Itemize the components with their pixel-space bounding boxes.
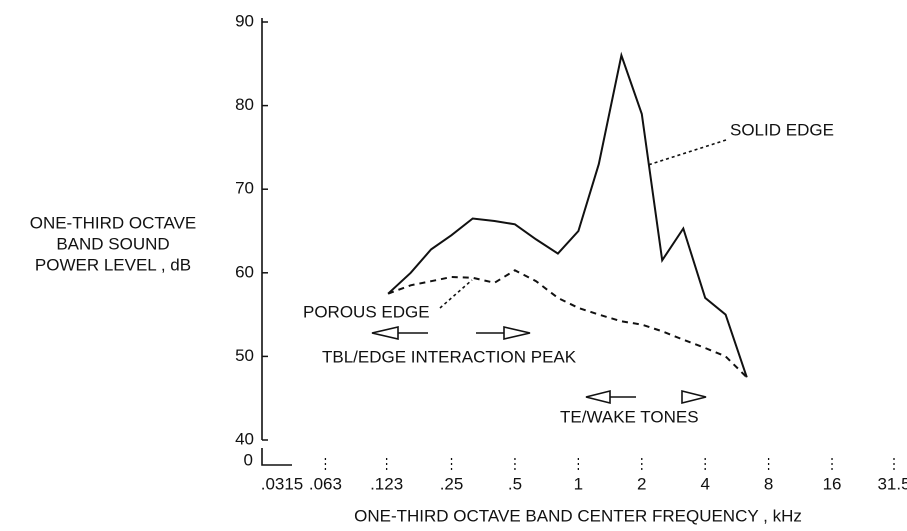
arrow-left [585,389,636,405]
y-zero-label: 0 [244,450,253,469]
arrow-left [371,325,428,341]
x-tick-label: 16 [823,474,842,493]
y-tick-label: 40 [235,429,254,448]
series-label: POROUS EDGE [303,302,430,321]
x-tick-label: .25 [440,474,464,493]
y-tick-label: 80 [235,95,254,114]
x-tick-label: 2 [637,474,646,493]
leader-line [439,279,473,309]
arrow-right [476,325,531,341]
y-tick-label: 60 [235,262,254,281]
axis-break [261,448,292,466]
x-tick-label: 8 [764,474,773,493]
y-tick-label: 50 [235,346,254,365]
y-tick-label: 90 [235,11,254,30]
annotation: TBL/EDGE INTERACTION PEAK [322,347,577,366]
leader-line [647,139,727,166]
y-axis-label: BAND SOUND [56,234,169,253]
y-axis-label: ONE-THIRD OCTAVE [30,213,197,232]
arrow-right [681,389,707,405]
annotation: TE/WAKE TONES [560,407,699,426]
y-tick-label: 70 [235,179,254,198]
x-tick-label: 1 [574,474,583,493]
x-tick-label: .123 [370,474,403,493]
x-tick-label: 4 [700,474,709,493]
x-tick-label: .063 [309,474,342,493]
series-label: SOLID EDGE [730,120,834,139]
x-tick-label: .0315 [261,474,304,493]
y-axis-label: POWER LEVEL , dB [35,255,191,274]
x-axis-label: ONE-THIRD OCTAVE BAND CENTER FREQUENCY ,… [354,506,802,525]
x-tick-label: .5 [508,474,522,493]
series-line [387,269,748,379]
series-line [387,51,748,378]
x-tick-label: 31.5 [877,474,907,493]
